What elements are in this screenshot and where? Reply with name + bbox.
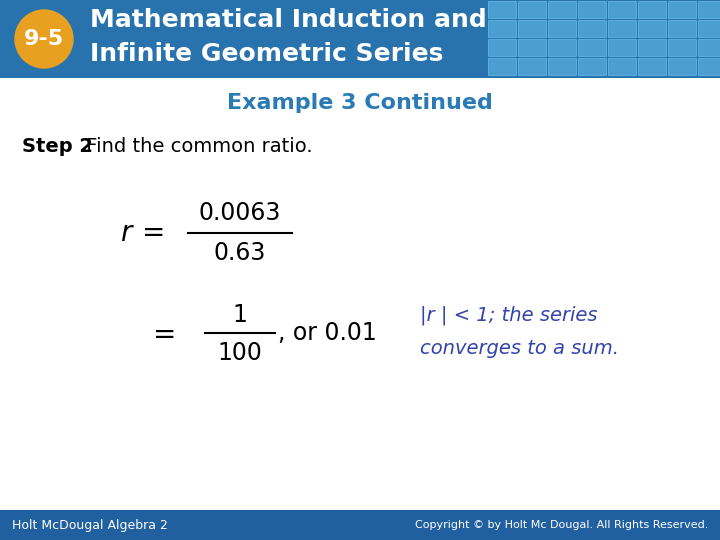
Text: converges to a sum.: converges to a sum. <box>420 339 619 357</box>
Bar <box>698 58 720 75</box>
Bar <box>518 1 546 18</box>
Text: |r | < 1; the series: |r | < 1; the series <box>420 305 598 325</box>
Text: Infinite Geometric Series: Infinite Geometric Series <box>90 42 444 66</box>
Bar <box>578 1 606 18</box>
Bar <box>0 0 720 78</box>
Bar <box>608 1 636 18</box>
Bar <box>488 39 516 56</box>
Bar <box>608 20 636 37</box>
Bar <box>548 1 576 18</box>
Bar <box>0 510 720 540</box>
Bar <box>608 58 636 75</box>
Text: Find the common ratio.: Find the common ratio. <box>80 137 312 156</box>
Text: Copyright © by Holt Mc Dougal. All Rights Reserved.: Copyright © by Holt Mc Dougal. All Right… <box>415 520 708 530</box>
Text: $=$: $=$ <box>147 319 175 347</box>
Text: , or 0.01: , or 0.01 <box>278 321 377 345</box>
Bar <box>668 58 696 75</box>
Text: Holt McDougal Algebra 2: Holt McDougal Algebra 2 <box>12 518 168 531</box>
Bar <box>638 58 666 75</box>
Bar <box>488 58 516 75</box>
Bar <box>488 1 516 18</box>
Bar <box>518 39 546 56</box>
Bar <box>698 20 720 37</box>
Text: 100: 100 <box>217 341 262 365</box>
Bar <box>608 39 636 56</box>
Bar <box>668 39 696 56</box>
Text: 0.0063: 0.0063 <box>199 201 282 225</box>
Bar <box>488 20 516 37</box>
Text: $r\,=$: $r\,=$ <box>120 219 163 247</box>
Bar <box>548 58 576 75</box>
Text: 1: 1 <box>233 303 248 327</box>
Bar <box>638 39 666 56</box>
Bar <box>638 1 666 18</box>
Bar <box>668 20 696 37</box>
Text: Step 2: Step 2 <box>22 137 93 156</box>
Circle shape <box>15 10 73 68</box>
Bar <box>578 20 606 37</box>
Text: Mathematical Induction and: Mathematical Induction and <box>90 8 487 32</box>
Bar <box>638 20 666 37</box>
Bar <box>668 1 696 18</box>
Bar <box>578 58 606 75</box>
Bar <box>518 58 546 75</box>
Text: 0.63: 0.63 <box>214 241 266 265</box>
Bar <box>518 20 546 37</box>
Bar <box>548 20 576 37</box>
Text: Example 3 Continued: Example 3 Continued <box>227 93 493 113</box>
Bar <box>698 1 720 18</box>
Bar <box>578 39 606 56</box>
Text: 9-5: 9-5 <box>24 29 64 49</box>
Bar <box>548 39 576 56</box>
Bar <box>698 39 720 56</box>
